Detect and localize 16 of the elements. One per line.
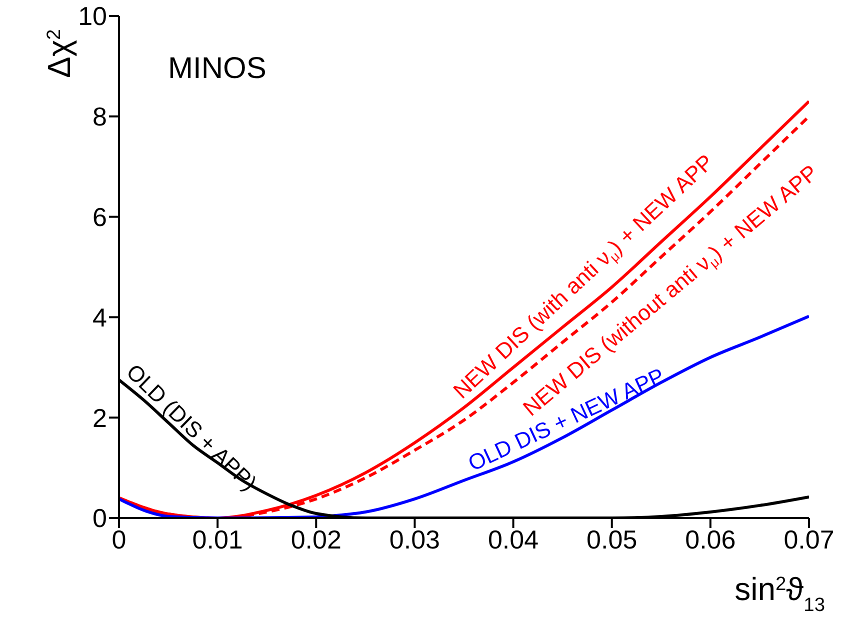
y-tick-label: 10 [78,1,107,32]
x-tick-label: 0.01 [192,524,243,554]
x-tick-label: 0 [112,524,126,554]
x-tick-label: 0.02 [290,524,342,554]
x-axis-title: sin$^{2}$ϑ$_{13}$ [734,571,825,616]
y-tick-label: 4 [92,302,107,332]
y-tick-label: 6 [92,202,107,232]
x-tick-label: 0.05 [586,524,638,554]
y-tick-label: 2 [92,402,107,433]
x-tick-label: 0.06 [685,524,736,554]
annotation: MINOS [168,52,266,84]
x-tick-label: 0.07 [784,524,834,554]
x-tick-label: 0.03 [389,524,440,554]
y-tick-label: 8 [92,102,107,132]
y-tick-label: 0 [92,503,107,534]
x-tick-label: 0.04 [488,524,539,554]
